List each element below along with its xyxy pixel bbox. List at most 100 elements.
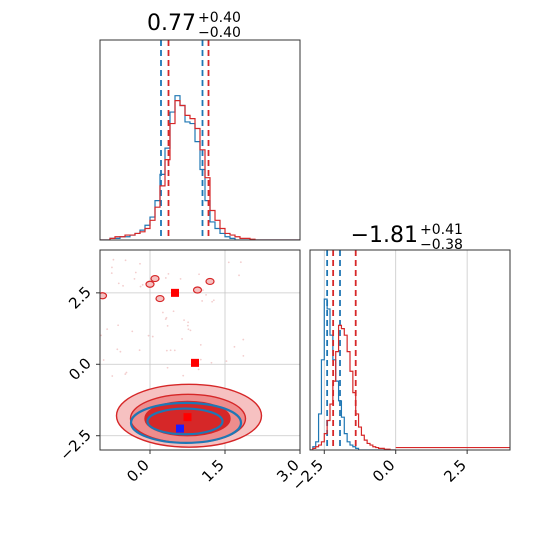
sample-point — [139, 285, 142, 288]
sample-point — [116, 348, 119, 351]
contour-blue-level — [129, 401, 243, 444]
hist-step-red — [100, 100, 300, 240]
hist-step-blue — [310, 298, 396, 450]
sample-point — [106, 328, 109, 330]
hist-y-title-center: −1.81 — [351, 223, 418, 248]
panel-hist-x — [99, 39, 301, 241]
sample-point — [164, 318, 167, 320]
contour-island — [100, 292, 108, 300]
hist-x-title-lower: −0.40 — [198, 25, 241, 41]
sample-point — [124, 373, 127, 375]
sample-point — [166, 324, 169, 327]
sample-point — [199, 343, 202, 346]
hist-x-title-upper: +0.40 — [198, 10, 241, 26]
marker-blue — [176, 424, 184, 433]
sample-point — [169, 349, 172, 352]
sample-point — [199, 358, 202, 361]
sample-point — [198, 273, 200, 276]
sample-point — [119, 350, 122, 353]
contour-island — [205, 277, 215, 286]
contour-island — [155, 294, 165, 303]
sample-point — [122, 284, 124, 287]
sample-point — [147, 334, 150, 337]
sample-point — [112, 258, 115, 261]
sample-point — [102, 359, 105, 361]
hist-step-blue — [100, 95, 300, 240]
sample-point — [172, 310, 175, 313]
hist-y-title-upper: +0.41 — [420, 222, 463, 238]
sample-point — [238, 274, 240, 277]
sample-point — [117, 282, 120, 285]
panel-frame — [99, 249, 301, 451]
sample-point — [100, 334, 102, 337]
sample-point — [173, 349, 176, 352]
hist-x-title-center: 0.77 — [147, 11, 196, 36]
sample-point — [211, 300, 214, 303]
sample-point — [125, 371, 128, 374]
sample-point — [165, 349, 168, 352]
sample-point — [141, 283, 144, 286]
panel-frame — [309, 249, 511, 451]
marker-red — [183, 413, 192, 422]
sample-point — [124, 259, 127, 262]
sample-point — [212, 299, 215, 302]
sample-point — [242, 338, 245, 341]
marker-red — [171, 288, 179, 297]
sample-point — [233, 345, 236, 348]
sample-point — [187, 321, 190, 324]
y-tick-label: 2.5 — [65, 283, 95, 313]
panel-frame — [99, 39, 301, 241]
sample-point — [117, 324, 120, 327]
panel-hist-y: −2.5 0.0 2.5 — [289, 249, 511, 495]
hist-y-title: −1.81 +0.41 −0.38 — [351, 222, 463, 253]
contour-island — [145, 280, 155, 288]
sample-point — [181, 338, 183, 340]
sample-point — [166, 366, 169, 369]
sample-point — [225, 360, 228, 362]
sample-point — [133, 278, 136, 280]
sample-point — [242, 354, 245, 357]
y-tick-label: −2.5 — [56, 426, 94, 464]
sample-point — [201, 289, 204, 292]
contour-island — [192, 286, 203, 294]
sample-point — [134, 271, 137, 274]
sample-point — [151, 335, 154, 338]
sample-point — [164, 277, 167, 279]
marker-red — [191, 358, 199, 367]
sample-point — [179, 277, 182, 280]
sample-point — [110, 272, 113, 275]
sample-point — [161, 311, 164, 314]
sample-point — [227, 261, 230, 264]
x-tick-label: 1.5 — [198, 456, 228, 486]
sample-point — [182, 374, 185, 377]
hist-x-title: 0.77 +0.40 −0.40 — [147, 10, 241, 41]
sample-point — [138, 349, 141, 352]
sample-point — [111, 266, 113, 269]
plot-area — [100, 40, 300, 240]
hist-step-red — [310, 324, 396, 450]
hist-y-title-lower: −0.38 — [420, 237, 463, 253]
panel-contour: 0.0 1.5 3.0−2.50.02.5 — [56, 249, 303, 486]
sample-point — [183, 319, 185, 322]
sample-point — [167, 272, 170, 275]
y-tick-label: 0.0 — [65, 354, 95, 384]
x-tick-label: 0.0 — [123, 456, 153, 486]
sample-point — [205, 293, 207, 296]
sample-point — [186, 324, 189, 327]
sample-point — [111, 375, 114, 377]
contour-island — [150, 274, 160, 283]
plot-area — [310, 250, 510, 450]
contour-blue-level — [146, 407, 224, 436]
sample-point — [201, 300, 204, 302]
sample-point — [239, 261, 242, 264]
sample-point — [131, 330, 134, 333]
contour-area — [100, 258, 263, 448]
x-tick-label: 2.5 — [440, 456, 470, 486]
sample-point — [187, 328, 190, 331]
sample-point — [139, 262, 141, 265]
x-tick-label: 0.0 — [369, 456, 399, 486]
sample-point — [197, 368, 200, 371]
sample-point — [210, 361, 213, 364]
sample-point — [189, 329, 192, 332]
